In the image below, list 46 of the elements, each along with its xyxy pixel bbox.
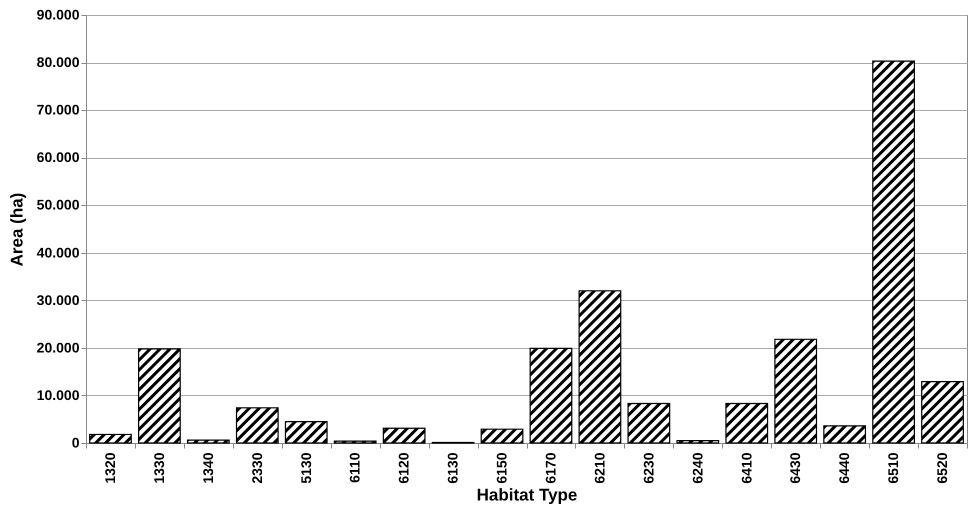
x-tick-label: 6440 — [836, 452, 852, 484]
bar — [921, 381, 964, 444]
bar — [382, 428, 426, 444]
y-tick-label: 70.000 — [36, 102, 80, 118]
bar — [676, 440, 720, 444]
x-tick-label: 6170 — [542, 452, 558, 484]
y-axis-title: Area (ha) — [8, 192, 27, 266]
x-tick-label: 1320 — [102, 452, 118, 484]
x-tick-label: 6430 — [787, 452, 804, 484]
y-tick-label: 20.000 — [36, 339, 80, 356]
bar — [627, 402, 670, 444]
bar — [530, 348, 572, 444]
bar — [236, 407, 279, 444]
bar — [284, 421, 328, 444]
y-tick-label: 10.000 — [36, 386, 80, 403]
x-tick-label: 6150 — [494, 452, 510, 484]
bar — [823, 425, 866, 444]
y-tick-label: 90.000 — [36, 6, 80, 22]
x-tick-label: 1330 — [150, 452, 167, 484]
bar — [186, 440, 230, 444]
x-tick-label: 6210 — [591, 452, 608, 484]
x-tick-label: 5130 — [298, 452, 314, 484]
x-tick-label: 6410 — [738, 452, 754, 484]
x-tick-label: 6510 — [885, 452, 902, 484]
x-tick-label: 6110 — [346, 452, 363, 483]
x-tick-label: 6240 — [689, 452, 706, 484]
bar — [89, 434, 132, 444]
x-axis-title: Habitat Type — [476, 486, 578, 505]
x-tick-label: 6120 — [396, 452, 412, 484]
y-tick-label: 60.000 — [36, 149, 80, 166]
y-tick-label: 30.000 — [36, 292, 80, 308]
y-tick-label: 50.000 — [36, 196, 80, 213]
x-tick-label: 6130 — [444, 452, 461, 484]
x-tick-label: 1340 — [200, 452, 216, 484]
bar — [872, 60, 915, 444]
x-tick-label: 6230 — [640, 452, 656, 484]
x-tick-label: 2330 — [248, 452, 265, 484]
bar — [480, 428, 524, 444]
bar — [138, 348, 181, 444]
y-tick-label: 40.000 — [36, 244, 80, 260]
bar — [725, 402, 768, 444]
x-tick-label: 6520 — [934, 452, 950, 484]
bar — [578, 290, 622, 444]
bar — [774, 338, 818, 444]
y-tick-label: 80.000 — [36, 54, 80, 70]
y-tick-label: 0 — [72, 434, 80, 450]
